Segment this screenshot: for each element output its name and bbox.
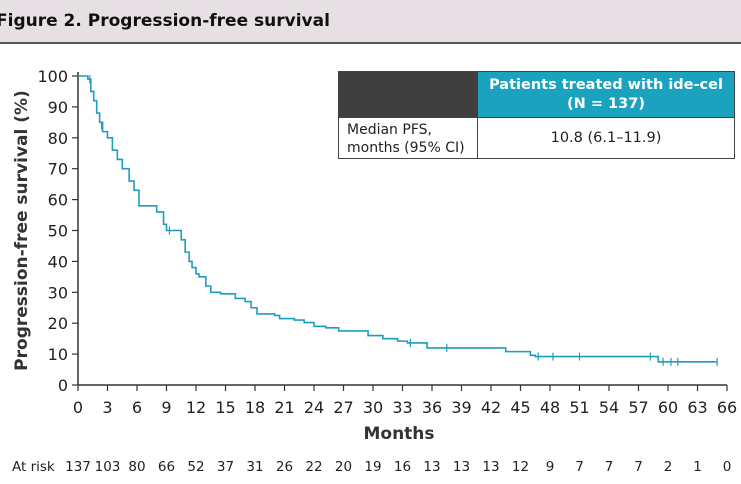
x-tick-label: 39 — [451, 398, 471, 417]
x-tick-label: 36 — [422, 398, 442, 417]
x-tick-label: 51 — [569, 398, 589, 417]
y-tick-label: 30 — [48, 283, 68, 302]
at-risk-count: 137 — [65, 459, 91, 475]
y-tick-label: 0 — [58, 376, 68, 395]
x-tick-label: 6 — [132, 398, 142, 417]
legend-row-value: 10.8 (6.1–11.9) — [478, 117, 734, 158]
at-risk-count: 103 — [95, 459, 121, 475]
x-tick-label: 21 — [274, 398, 294, 417]
y-tick-label: 50 — [48, 222, 68, 241]
x-tick-label: 63 — [687, 398, 707, 417]
x-tick-label: 9 — [161, 398, 171, 417]
at-risk-count: 1 — [693, 459, 702, 475]
x-tick-label: 24 — [304, 398, 324, 417]
at-risk-count: 66 — [158, 459, 175, 475]
x-tick-label: 60 — [658, 398, 678, 417]
x-tick-label: 66 — [717, 398, 737, 417]
figure-header: Figure 2. Progression-free survival — [0, 0, 741, 44]
x-tick-label: 30 — [363, 398, 383, 417]
at-risk-count: 2 — [664, 459, 673, 475]
y-tick-label: 80 — [48, 129, 68, 148]
y-tick-label: 70 — [48, 160, 68, 179]
at-risk-count: 16 — [394, 459, 411, 475]
at-risk-count: 7 — [575, 459, 584, 475]
legend-column-header-text: Patients treated with ide-cel (N = 137) — [489, 77, 723, 112]
x-tick-label: 42 — [481, 398, 501, 417]
at-risk-count: 19 — [364, 459, 381, 475]
at-risk-count: 31 — [246, 459, 263, 475]
at-risk-count: 12 — [512, 459, 529, 475]
legend-table: Patients treated with ide-cel (N = 137) … — [338, 71, 735, 159]
y-tick-label: 10 — [48, 345, 68, 364]
x-tick-label: 33 — [392, 398, 412, 417]
y-tick-label: 60 — [48, 191, 68, 210]
at-risk-count: 37 — [217, 459, 234, 475]
legend-row-label-text: Median PFS, months (95% CI) — [347, 122, 465, 156]
x-tick-label: 57 — [628, 398, 648, 417]
y-axis-title: Progression-free survival (%) — [12, 90, 32, 371]
x-tick-label: 54 — [599, 398, 619, 417]
at-risk-count: 7 — [634, 459, 643, 475]
at-risk-count: 26 — [276, 459, 293, 475]
at-risk-label: At risk — [12, 459, 55, 475]
y-tick-label: 20 — [48, 314, 68, 333]
x-tick-label: 48 — [540, 398, 560, 417]
at-risk-count: 13 — [482, 459, 499, 475]
x-axis-title: Months — [363, 424, 434, 444]
figure-title: Figure 2. Progression-free survival — [0, 11, 330, 31]
legend-row-label: Median PFS, months (95% CI) — [339, 117, 478, 158]
y-tick-label: 40 — [48, 252, 68, 271]
x-tick-label: 12 — [186, 398, 206, 417]
x-tick-label: 0 — [73, 398, 83, 417]
at-risk-count: 80 — [128, 459, 145, 475]
y-tick-label: 100 — [37, 67, 68, 86]
at-risk-count: 13 — [423, 459, 440, 475]
pfs-curve — [78, 75, 718, 363]
legend-corner-cell — [339, 72, 478, 117]
y-tick-label: 90 — [48, 98, 68, 117]
at-risk-count: 9 — [546, 459, 555, 475]
at-risk-count: 7 — [605, 459, 614, 475]
at-risk-count: 52 — [187, 459, 204, 475]
at-risk-count: 20 — [335, 459, 352, 475]
at-risk-count: 13 — [453, 459, 470, 475]
x-tick-label: 15 — [215, 398, 235, 417]
legend-column-header: Patients treated with ide-cel (N = 137) — [478, 72, 734, 117]
x-tick-label: 18 — [245, 398, 265, 417]
at-risk-count: 0 — [723, 459, 732, 475]
x-tick-label: 45 — [510, 398, 530, 417]
at-risk-count: 22 — [305, 459, 322, 475]
x-tick-label: 27 — [333, 398, 353, 417]
x-tick-label: 3 — [102, 398, 112, 417]
